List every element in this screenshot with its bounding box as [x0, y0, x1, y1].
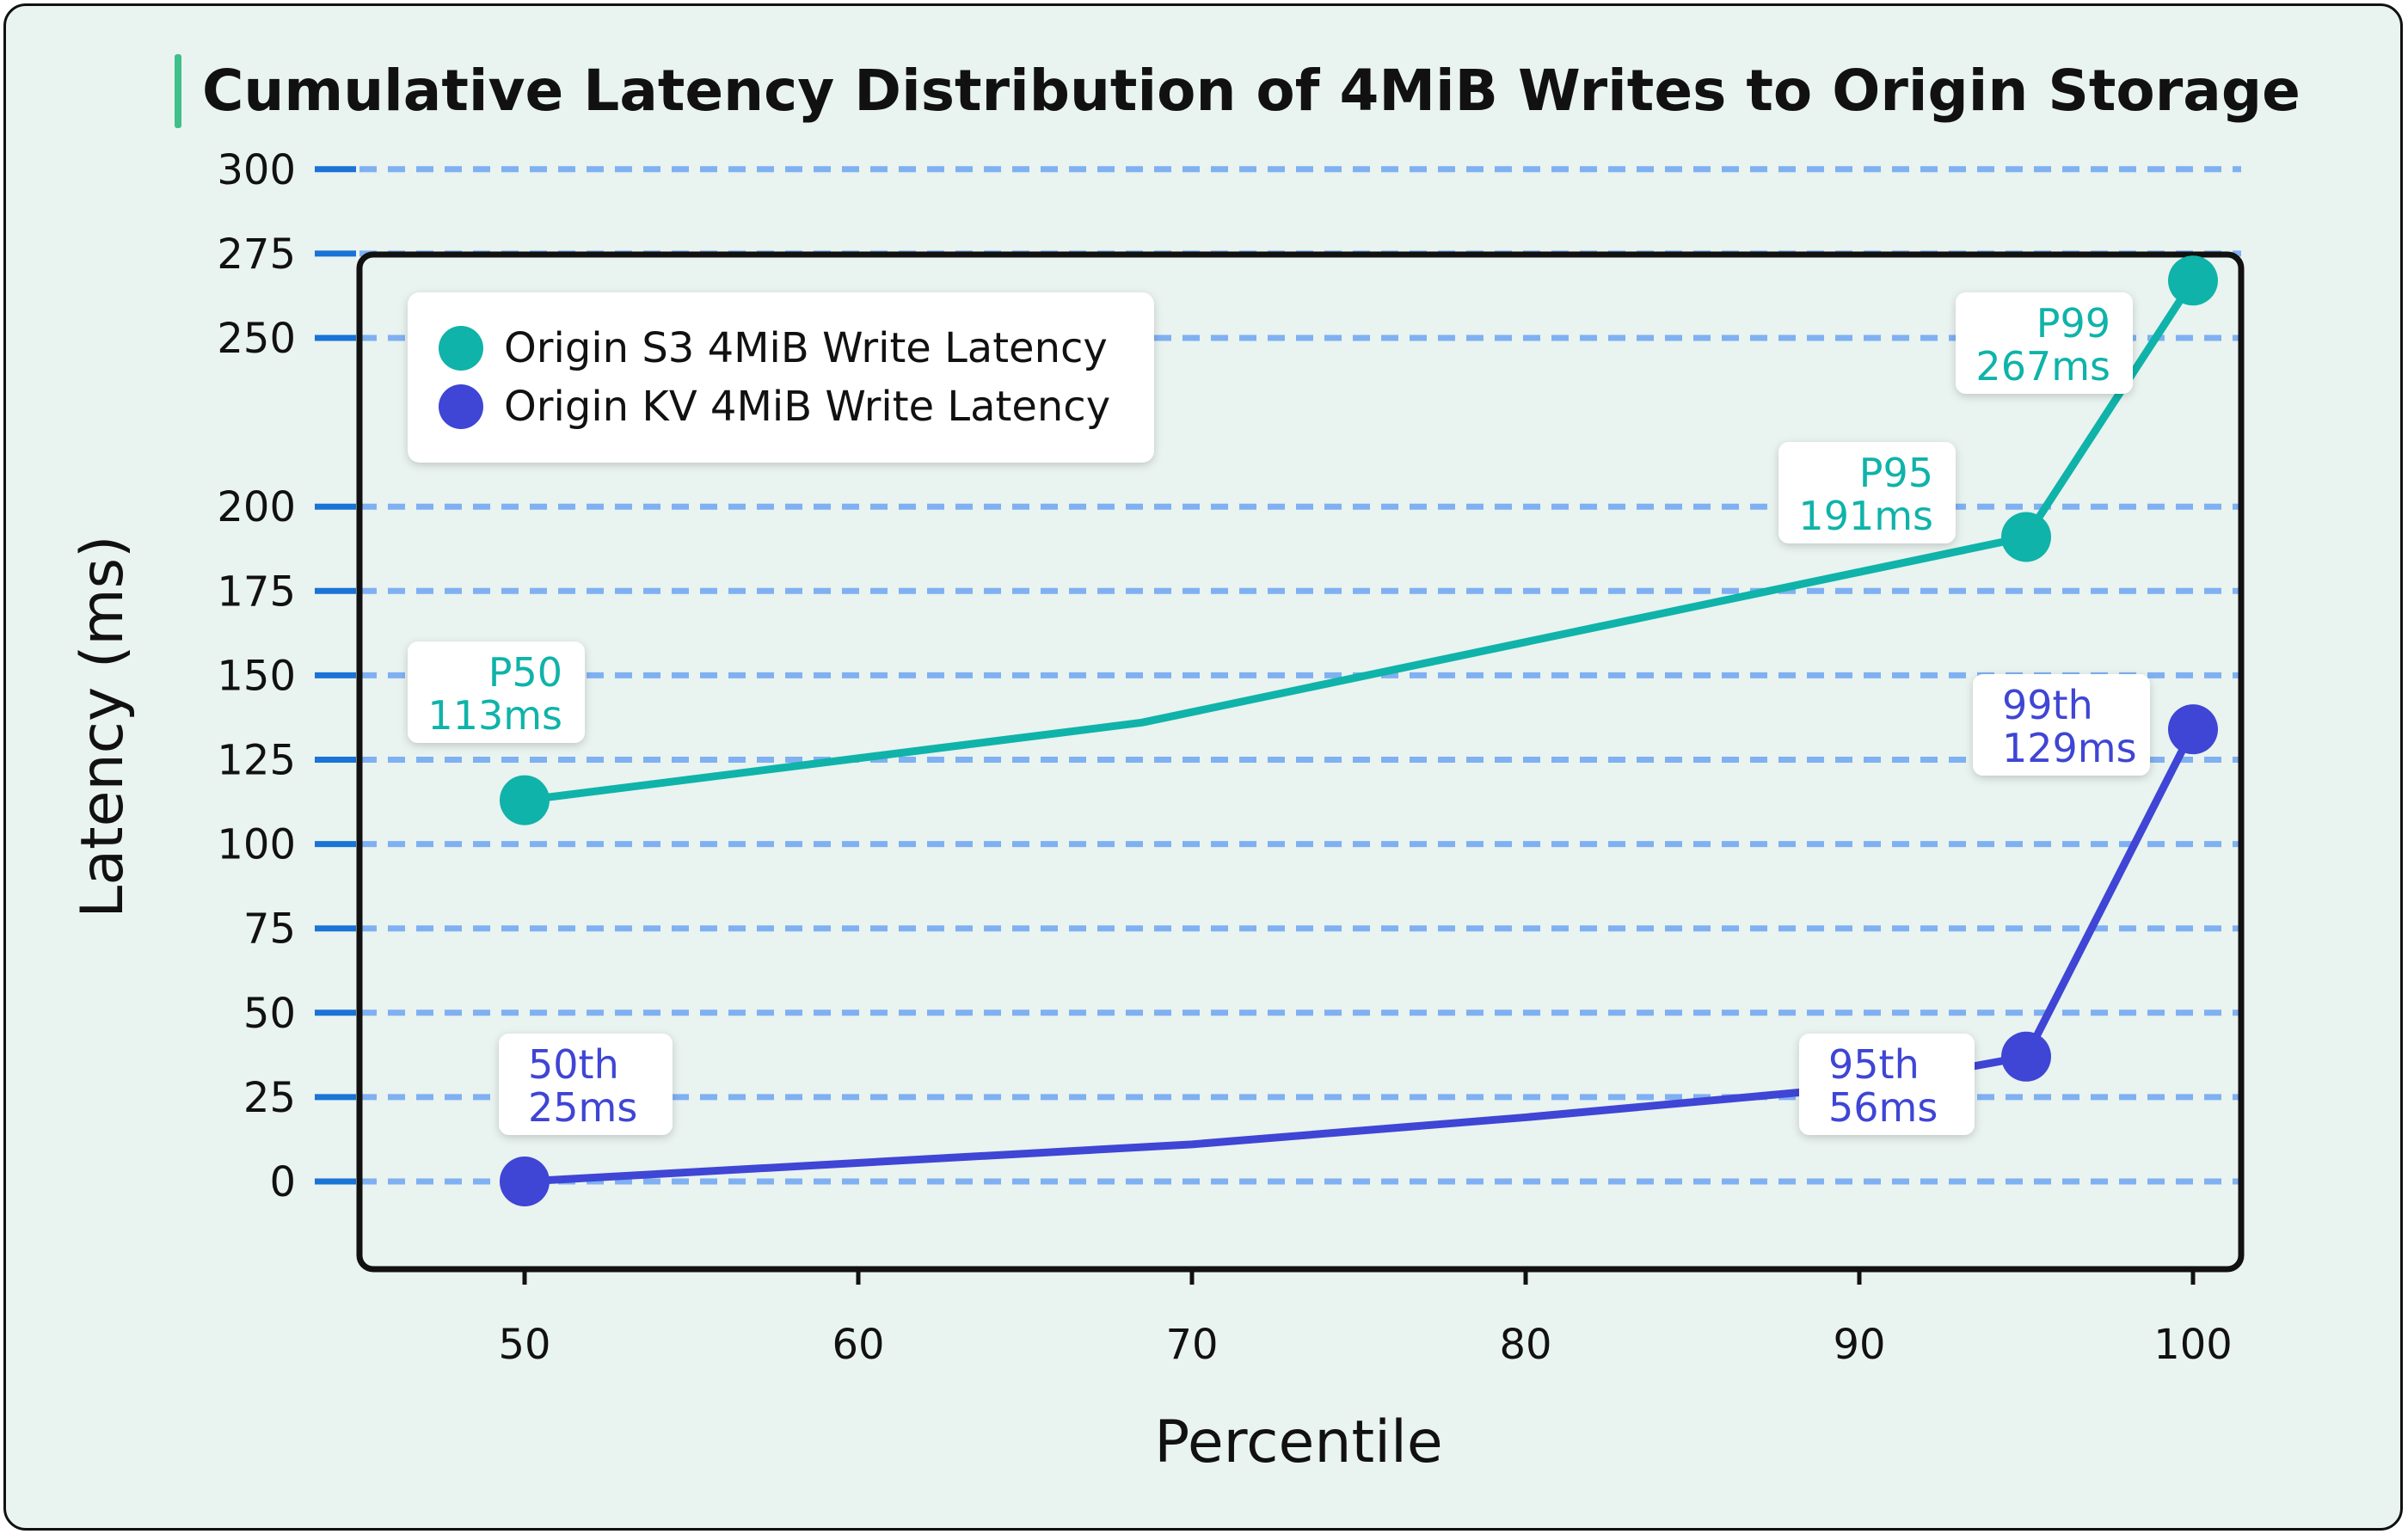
y-tick-label-300: 300 [217, 146, 296, 194]
annotation-text: 113ms [427, 692, 562, 739]
legend-label-kv: Origin KV 4MiB Write Latency [504, 383, 1110, 431]
annotation-box [1973, 674, 2150, 776]
annotation-box [408, 641, 585, 743]
x-tick-label-90: 90 [1833, 1321, 1885, 1369]
chart-title: Cumulative Latency Distribution of 4MiB … [202, 58, 2300, 124]
series-line [520, 725, 2197, 1186]
y-tick-label-100: 100 [217, 821, 296, 869]
y-axis-label: Latency (ms) [69, 535, 137, 917]
annotation-text: P95 [1859, 450, 1933, 496]
plot-frame [356, 251, 2245, 1273]
annotation-box [1956, 292, 2133, 394]
x-tick-label-50: 50 [498, 1321, 550, 1369]
y-axis-ticks: 0 25 50 75 100 125 150 175 200 250 275 300 [217, 146, 356, 1206]
data-point-95 [2001, 1031, 2051, 1082]
x-tick-label-60: 60 [832, 1321, 884, 1369]
y-tick-label-25: 25 [243, 1074, 296, 1122]
y-tick-label-125: 125 [217, 737, 296, 785]
annotation-text: P99 [2036, 300, 2110, 347]
series-line [520, 276, 2197, 805]
annotation-text: 25ms [528, 1084, 637, 1131]
data-point-100 [2168, 255, 2218, 306]
legend: Origin S3 4MiB Write Latency Origin KV 4M… [408, 292, 1154, 463]
legend-swatch-s3 [439, 326, 483, 371]
y-tick-label-75: 75 [243, 905, 296, 954]
x-tick-label-100: 100 [2153, 1321, 2233, 1369]
annotation-text: P50 [488, 649, 562, 696]
x-axis-ticks: 50 60 70 80 90 100 [498, 1269, 2233, 1369]
title-accent-bar [175, 54, 181, 128]
annotation-box [499, 1034, 673, 1135]
y-tick-label-175: 175 [217, 568, 296, 616]
annotation-text: 95th [1828, 1041, 1920, 1088]
annotation-box [1778, 442, 1956, 543]
y-tick-label-50: 50 [243, 990, 296, 1038]
data-point-100 [2168, 704, 2218, 755]
x-tick-label-70: 70 [1165, 1321, 1218, 1369]
x-axis-label: Percentile [1154, 1408, 1442, 1476]
y-tick-label-200: 200 [217, 483, 296, 531]
data-point-50 [500, 775, 550, 825]
legend-swatch-kv [439, 384, 483, 429]
annotation-text: 129ms [2002, 725, 2137, 771]
legend-box [408, 292, 1154, 463]
y-tick-label-0: 0 [269, 1158, 296, 1206]
annotation-text: 99th [2002, 682, 2093, 728]
x-tick-label-80: 80 [1499, 1321, 1551, 1369]
annotation-text: 50th [528, 1041, 619, 1088]
annotation-text: 191ms [1798, 493, 1933, 539]
y-tick-label-150: 150 [217, 652, 296, 700]
annotation-box [1799, 1034, 1975, 1135]
annotation-text: 56ms [1828, 1084, 1938, 1131]
annotation-text: 267ms [1975, 343, 2110, 390]
data-point-50 [500, 1157, 550, 1206]
y-tick-label-275: 275 [217, 230, 296, 279]
y-tick-label-250: 250 [217, 315, 296, 363]
data-point-95 [2001, 512, 2051, 562]
legend-label-s3: Origin S3 4MiB Write Latency [504, 324, 1108, 372]
